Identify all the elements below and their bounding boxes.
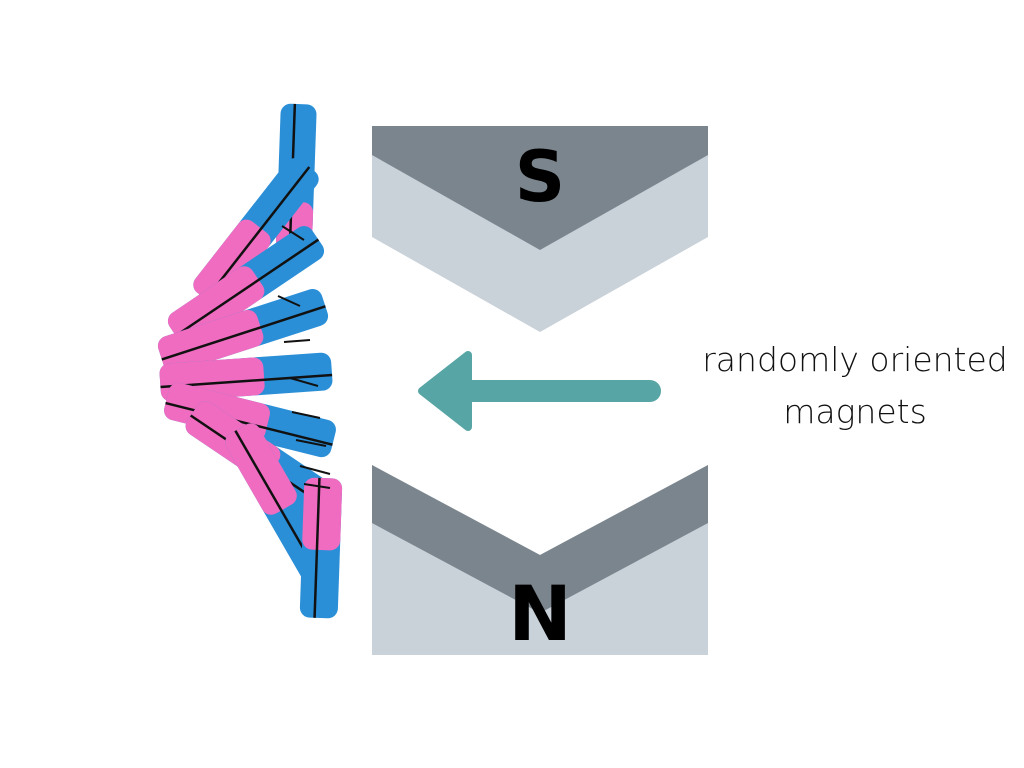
bar-magnet [167,226,325,346]
caption-line-2: magnets [783,392,927,431]
south-pole: S [372,126,708,332]
bar-magnet [193,158,319,306]
bar-magnet [157,288,329,374]
magnet-cluster [157,103,343,619]
north-pole-dark-face [372,465,708,613]
caption-line-1: randomly oriented [702,340,1008,379]
north-pole-label: N [508,569,572,658]
bar-magnet [299,477,343,619]
caption: randomly oriented magnets [690,334,1020,438]
left-arrow-icon [418,351,661,431]
north-pole: N [372,465,708,658]
magnet-junction-lines [277,225,331,489]
south-pole-dark-face [372,126,708,250]
south-pole-label: S [515,136,565,218]
